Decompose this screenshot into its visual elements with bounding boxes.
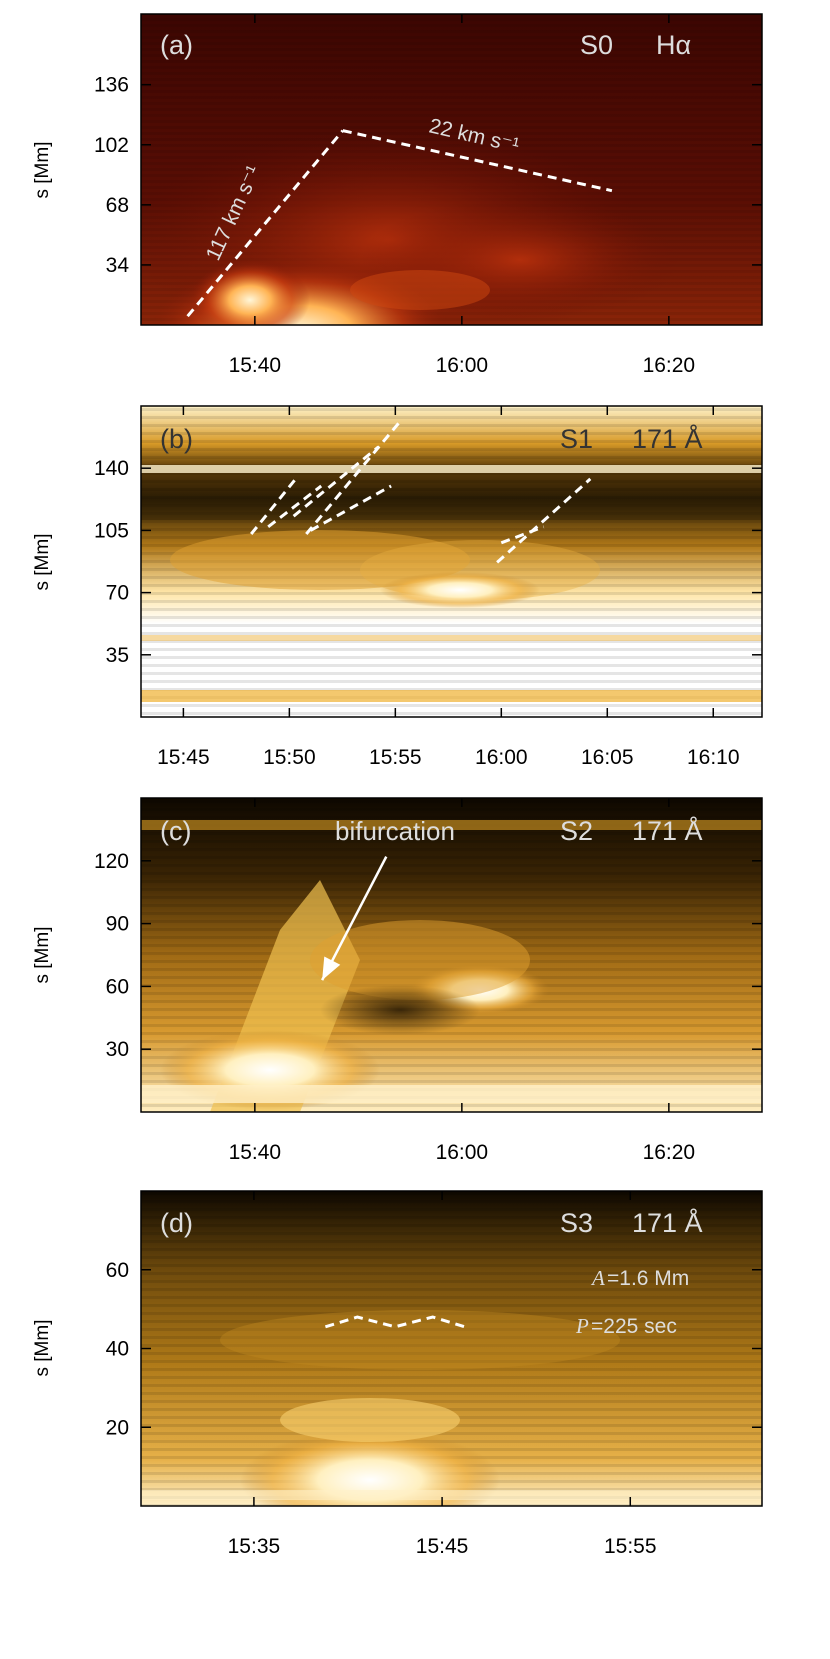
panel-b: 15:45 15:50 15:55 16:00 16:05 16:10 35 70 105 140… xyxy=(32,405,763,769)
y-tick-label: 140 xyxy=(94,457,129,480)
panel-d-ticks: 15:35 15:45 15:55 20 40 60 xyxy=(106,1191,762,1558)
x-tick-label: 15:40 xyxy=(229,1141,282,1164)
track-line xyxy=(186,129,344,318)
panel-c-arrow xyxy=(321,856,388,981)
panel-d-period-symbol: P xyxy=(575,1314,589,1338)
panel-d-amplitude-value: =1.6 Mm xyxy=(607,1267,689,1290)
y-tick-label: 40 xyxy=(106,1338,129,1361)
panel-b-ticks: 15:45 15:50 15:55 16:00 16:05 16:10 35 70 105 140 xyxy=(94,406,762,769)
track-line xyxy=(305,421,401,535)
panel-c-ylabel: s [Mm] xyxy=(32,927,53,984)
x-tick-label: 15:55 xyxy=(604,1535,657,1558)
y-tick-label: 60 xyxy=(106,1259,129,1282)
panel-c-channel: 171 Å xyxy=(632,815,703,846)
panel-b-label: (b) xyxy=(160,424,193,454)
y-tick-label: 136 xyxy=(94,74,129,97)
panel-a-ticks: 15:40 16:00 16:20 34 68 102 136 xyxy=(94,14,762,377)
panel-c-ticks: 15:40 16:00 16:20 30 60 90 120 xyxy=(94,798,762,1164)
track-line xyxy=(496,477,592,564)
y-tick-label: 105 xyxy=(94,519,129,542)
panel-b-channel: 171 Å xyxy=(632,423,703,454)
panel-a-slit: S0 xyxy=(580,30,613,60)
panel-d: 15:35 15:45 15:55 20 40 60 (d) S3 171 Å A =1.… xyxy=(32,1190,763,1558)
x-tick-label: 15:40 xyxy=(229,354,282,377)
x-tick-label: 16:10 xyxy=(687,746,740,769)
panel-b-image xyxy=(141,406,762,717)
y-tick-label: 70 xyxy=(106,582,129,605)
panel-b-slit: S1 xyxy=(560,424,593,454)
x-tick-label: 16:00 xyxy=(475,746,528,769)
x-tick-label: 16:00 xyxy=(436,354,489,377)
panel-c-bifurcation-label: bifurcation xyxy=(335,816,455,846)
y-tick-label: 35 xyxy=(106,644,129,667)
panel-a-label: (a) xyxy=(160,30,193,60)
arrow-shaft xyxy=(321,856,388,981)
track-line xyxy=(324,1315,466,1329)
panel-a-channel: Hα xyxy=(656,30,691,60)
x-tick-label: 15:45 xyxy=(157,746,210,769)
y-tick-label: 68 xyxy=(106,194,129,217)
panel-d-ylabel: s [Mm] xyxy=(32,1320,53,1377)
panel-d-amplitude-symbol: A xyxy=(590,1266,605,1290)
track-line xyxy=(292,445,380,518)
panel-b-ylabel: s [Mm] xyxy=(32,534,53,591)
panel-d-tracks xyxy=(324,1315,466,1329)
y-tick-label: 60 xyxy=(106,975,129,998)
panel-d-image xyxy=(141,1191,762,1506)
panel-c-label: (c) xyxy=(160,816,191,846)
panel-c: 15:40 16:00 16:20 30 60 90 120 (c) S2 171 Å bi… xyxy=(32,797,763,1164)
x-tick-label: 15:55 xyxy=(369,746,422,769)
track-line xyxy=(342,129,613,193)
x-tick-label: 15:50 xyxy=(263,746,316,769)
panel-a-image xyxy=(141,14,762,325)
panel-c-image xyxy=(141,798,762,1112)
x-tick-label: 15:45 xyxy=(416,1535,469,1558)
y-tick-label: 34 xyxy=(106,254,130,277)
panel-d-slit: S3 xyxy=(560,1208,593,1238)
track-line xyxy=(500,525,545,545)
x-tick-label: 15:35 xyxy=(228,1535,281,1558)
track-line xyxy=(250,477,297,535)
y-tick-label: 20 xyxy=(106,1416,129,1439)
y-tick-label: 30 xyxy=(106,1038,129,1061)
arrow-head xyxy=(322,956,341,981)
panel-c-slit: S2 xyxy=(560,816,593,846)
track-line xyxy=(309,484,392,532)
panel-a-tracks xyxy=(186,129,613,318)
y-tick-label: 120 xyxy=(94,850,129,873)
x-tick-label: 16:20 xyxy=(643,1141,696,1164)
panel-d-period-value: =225 sec xyxy=(591,1315,677,1338)
x-tick-label: 16:00 xyxy=(436,1141,489,1164)
x-tick-label: 16:05 xyxy=(581,746,634,769)
panel-d-channel: 171 Å xyxy=(632,1207,703,1238)
track-line xyxy=(267,484,323,528)
x-tick-label: 16:20 xyxy=(643,354,696,377)
y-tick-label: 90 xyxy=(106,913,129,936)
panel-a-ylabel: s [Mm] xyxy=(32,142,53,199)
panel-b-tracks xyxy=(250,421,592,564)
y-tick-label: 102 xyxy=(94,134,129,157)
panel-d-label: (d) xyxy=(160,1208,193,1238)
